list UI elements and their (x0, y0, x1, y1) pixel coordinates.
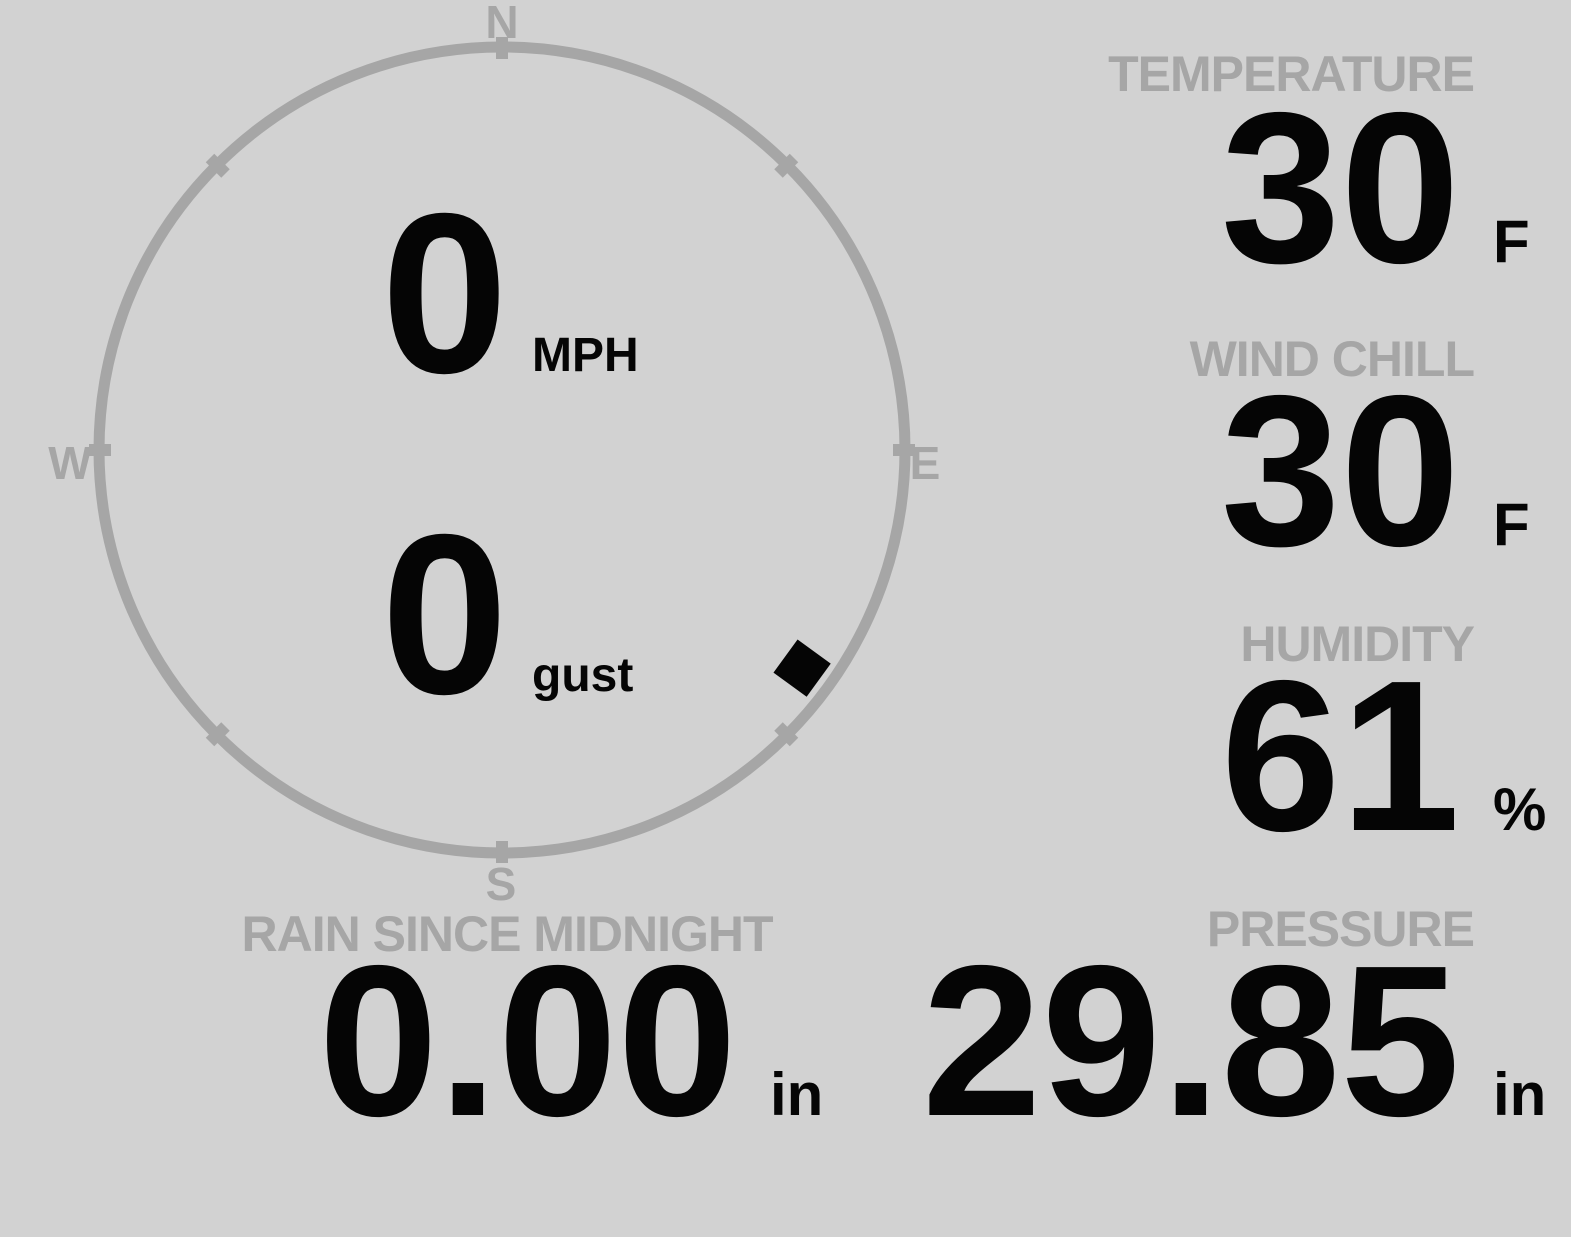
temperature-unit: F (1493, 208, 1530, 275)
rain-since-midnight-reading: 0.00 in (319, 933, 838, 1148)
humidity-value: 61 (1220, 635, 1460, 876)
wind-gust-value: 0 (381, 488, 508, 742)
compass-label-west: W (48, 437, 92, 489)
pressure-reading: 29.85 in (922, 933, 1561, 1148)
humidity-label: HUMIDITY (1240, 616, 1475, 672)
compass-tick (774, 153, 799, 178)
compass-ticks (89, 37, 915, 863)
compass-label-south: S (486, 858, 517, 910)
temperature-reading: 30 F (1221, 80, 1561, 295)
wind-speed-value: 0 (381, 167, 508, 421)
rain-since-midnight-unit: in (770, 1061, 824, 1128)
wind-chill-unit: F (1493, 491, 1530, 558)
wind-chill-label: WIND CHILL (1189, 331, 1475, 387)
wind-speed-unit: MPH (532, 329, 639, 382)
rain-since-midnight-value: 0.00 (318, 920, 737, 1161)
compass-label-east: E (910, 437, 941, 489)
temperature-value: 30 (1220, 67, 1460, 308)
wind-direction-marker-icon (773, 639, 831, 697)
wind-chill-reading: 30 F (1221, 363, 1561, 578)
wind-chill-value: 30 (1220, 350, 1460, 591)
compass-tick (205, 722, 230, 747)
rain-since-midnight-label: RAIN SINCE MIDNIGHT (241, 906, 774, 962)
pressure-value: 29.85 (921, 920, 1460, 1161)
humidity-reading: 61% (1221, 648, 1561, 863)
wind-compass-gauge: N E S W (48, 0, 941, 910)
compass-tick (774, 722, 799, 747)
wind-gust-unit: gust (532, 649, 634, 702)
compass-tick (205, 153, 230, 178)
temperature-label: TEMPERATURE (1108, 46, 1475, 102)
pressure-unit: in (1493, 1061, 1547, 1128)
pressure-label: PRESSURE (1206, 901, 1475, 957)
compass-label-north: N (485, 0, 518, 48)
humidity-unit: % (1493, 776, 1547, 843)
